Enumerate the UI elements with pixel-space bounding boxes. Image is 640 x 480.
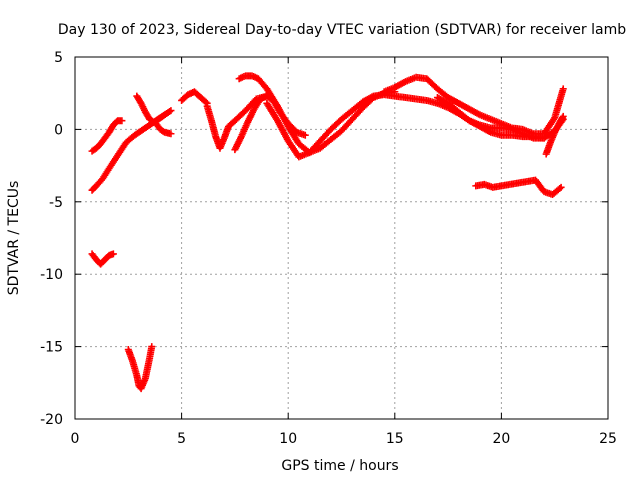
data-point	[148, 343, 156, 351]
chart-title: Day 130 of 2023, Sidereal Day-to-day VTE…	[58, 22, 626, 38]
data-point	[301, 131, 309, 139]
data-point	[559, 112, 567, 120]
data-point	[202, 98, 210, 106]
y-tick-label: -15	[40, 340, 63, 356]
x-tick-label: 20	[492, 431, 510, 447]
x-tick-labels: 0 5 10 15 20 25	[71, 431, 617, 447]
x-tick-label: 0	[71, 431, 80, 447]
series-track	[542, 112, 567, 158]
y-tick-label: 5	[54, 50, 63, 66]
data-point	[118, 117, 126, 125]
plot-frame	[74, 56, 609, 420]
series-track	[124, 343, 156, 393]
series-track	[88, 117, 126, 155]
x-tick-label: 25	[599, 431, 617, 447]
data-point	[166, 108, 174, 116]
data-point	[167, 130, 175, 138]
x-axis-label: GPS time / hours	[281, 458, 398, 474]
data-point	[368, 93, 376, 101]
data-point	[167, 107, 175, 115]
data-point	[540, 134, 548, 142]
data-point	[559, 85, 567, 93]
y-tick-label: -5	[49, 195, 63, 211]
series-track	[433, 94, 548, 142]
x-tick-label: 15	[386, 431, 404, 447]
y-tick-label: -10	[40, 267, 63, 283]
x-tick-label: 10	[279, 431, 297, 447]
data-point	[556, 185, 564, 193]
axis-ticks	[74, 56, 609, 420]
y-tick-label: -20	[40, 412, 63, 428]
x-tick-label: 5	[177, 431, 186, 447]
data-points	[88, 72, 567, 393]
series-track	[472, 176, 565, 199]
y-axis-label: SDTVAR / TECUs	[6, 181, 22, 296]
y-tick-label: 0	[54, 122, 63, 138]
data-point	[557, 183, 565, 191]
y-tick-labels: -20 -15 -10 -5 0 5	[40, 50, 63, 428]
series-track	[88, 250, 117, 268]
data-point	[109, 250, 117, 258]
data-point	[558, 114, 566, 122]
series-track	[152, 120, 175, 138]
series-track	[178, 88, 211, 107]
